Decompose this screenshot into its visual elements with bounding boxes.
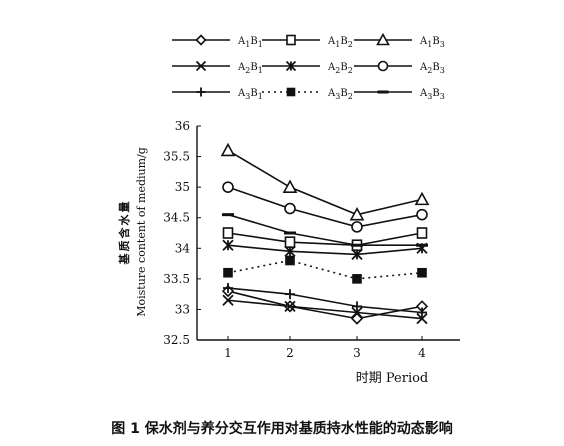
series-A1B3 bbox=[220, 142, 430, 221]
data-point-marker bbox=[416, 312, 428, 325]
series-line bbox=[227, 244, 423, 256]
legend-item: A2B3 bbox=[354, 60, 445, 75]
data-point-marker bbox=[351, 221, 363, 233]
x-ticks: 1 2 3 4 bbox=[224, 336, 426, 360]
data-point-marker bbox=[416, 227, 428, 239]
y-tick-label: 35.5 bbox=[163, 150, 190, 164]
series-A2B2 bbox=[222, 239, 428, 261]
data-point-marker bbox=[222, 239, 234, 251]
series-line bbox=[227, 287, 423, 314]
data-point-marker bbox=[282, 179, 298, 193]
data-point-marker bbox=[195, 60, 207, 72]
data-point-marker bbox=[195, 34, 207, 46]
data-point-marker bbox=[220, 142, 236, 157]
figure-caption: 图 1 保水剂与养分交互作用对基质持水性能的动态影响 bbox=[111, 421, 453, 437]
x-axis-label: 时期 Period bbox=[356, 371, 429, 386]
series-line bbox=[227, 259, 423, 280]
series-A3B1 bbox=[223, 283, 427, 318]
legend-label: A3B3 bbox=[419, 88, 445, 101]
data-point-marker bbox=[284, 202, 296, 215]
data-point-marker bbox=[223, 267, 233, 278]
legend-item: A1B3 bbox=[354, 32, 445, 49]
legend-item: A3B2 bbox=[262, 87, 353, 101]
series-line bbox=[227, 290, 423, 320]
series-A3B2 bbox=[223, 255, 427, 284]
x-tick-label: 2 bbox=[286, 346, 294, 360]
data-point-marker bbox=[284, 300, 296, 313]
y-tick-label: 36 bbox=[175, 119, 190, 133]
y-axis-label-en: Moisture content of medium/g bbox=[135, 147, 148, 317]
data-point-marker bbox=[285, 289, 295, 300]
series-line bbox=[227, 232, 423, 247]
data-point-marker bbox=[414, 191, 430, 206]
data-point-marker bbox=[349, 206, 365, 221]
x-tick-label: 4 bbox=[418, 346, 426, 360]
legend-item: A3B1 bbox=[172, 87, 263, 101]
data-point-marker bbox=[376, 32, 390, 46]
legend-item: A2B2 bbox=[262, 60, 353, 75]
data-point-marker bbox=[416, 208, 428, 221]
series-line bbox=[227, 299, 423, 320]
data-point-marker bbox=[284, 236, 296, 248]
y-tick-label: 33 bbox=[175, 302, 190, 316]
series-A2B3 bbox=[222, 181, 428, 233]
legend-item: A2B1 bbox=[172, 60, 263, 75]
axes bbox=[196, 126, 460, 341]
y-tick-label: 34 bbox=[175, 241, 191, 255]
legend: A1B1 A1B2 A1B3 A2B1 A2B2 A2B3 A3B1 A3B2 A3B3 bbox=[172, 32, 445, 101]
data-point-marker bbox=[222, 294, 234, 306]
legend-label: A1B2 bbox=[327, 36, 353, 49]
series-line bbox=[227, 213, 422, 247]
data-point-marker bbox=[351, 248, 363, 261]
legend-label: A3B2 bbox=[327, 88, 353, 101]
legend-label: A1B3 bbox=[419, 36, 445, 49]
data-point-marker bbox=[285, 255, 295, 266]
series-line bbox=[227, 186, 423, 228]
y-axis-label-cn: 基质含水量 bbox=[117, 200, 131, 266]
y-tick-label: 32.5 bbox=[163, 333, 190, 347]
data-point-marker bbox=[222, 227, 234, 239]
legend-label: A1B1 bbox=[237, 36, 263, 49]
y-ticks: 32.5 33 33.5 34 34.5 35 35.5 36 bbox=[163, 119, 201, 347]
legend-label: A2B1 bbox=[237, 62, 263, 75]
data-point-marker bbox=[223, 283, 233, 294]
x-tick-label: 1 bbox=[224, 346, 232, 360]
data-point-marker bbox=[417, 307, 427, 318]
data-point-marker bbox=[286, 87, 296, 97]
data-point-marker bbox=[352, 301, 362, 312]
legend-item: A1B1 bbox=[172, 34, 263, 49]
legend-label: A3B1 bbox=[237, 88, 263, 101]
legend-label: A2B2 bbox=[327, 62, 353, 75]
series-A1B1 bbox=[221, 284, 429, 325]
y-tick-label: 33.5 bbox=[163, 272, 190, 286]
series-layer bbox=[220, 142, 430, 325]
x-tick-label: 3 bbox=[353, 346, 361, 360]
data-point-marker bbox=[284, 245, 296, 257]
data-point-marker bbox=[377, 60, 389, 72]
data-point-marker bbox=[196, 87, 206, 97]
series-A3B3 bbox=[222, 213, 428, 247]
data-point-marker bbox=[286, 34, 296, 46]
series-A2B1 bbox=[222, 294, 428, 325]
data-point-marker bbox=[222, 181, 234, 193]
legend-item: A1B2 bbox=[262, 34, 353, 49]
legend-label: A2B3 bbox=[419, 62, 445, 75]
data-point-marker bbox=[285, 60, 297, 72]
data-point-marker bbox=[352, 274, 362, 284]
legend-item: A3B3 bbox=[354, 88, 445, 101]
series-line bbox=[227, 149, 423, 216]
y-tick-label: 34.5 bbox=[163, 211, 190, 225]
y-tick-label: 35 bbox=[175, 180, 190, 194]
data-point-marker bbox=[351, 306, 363, 319]
data-point-marker bbox=[417, 267, 427, 278]
